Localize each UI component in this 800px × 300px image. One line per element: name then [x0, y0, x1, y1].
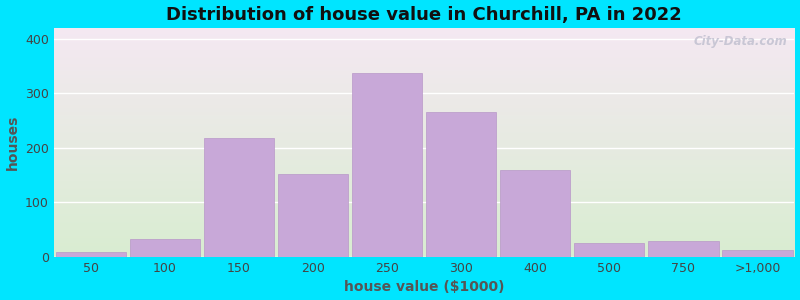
- Bar: [426, 112, 496, 257]
- X-axis label: house value ($1000): house value ($1000): [344, 280, 504, 294]
- Title: Distribution of house value in Churchill, PA in 2022: Distribution of house value in Churchill…: [166, 6, 682, 24]
- Bar: [500, 170, 570, 257]
- Bar: [56, 252, 126, 257]
- Y-axis label: houses: houses: [6, 115, 19, 170]
- Bar: [204, 138, 274, 257]
- Bar: [278, 174, 348, 257]
- Bar: [722, 250, 793, 257]
- Bar: [352, 73, 422, 257]
- Bar: [648, 241, 718, 257]
- Bar: [574, 243, 645, 257]
- Text: City-Data.com: City-Data.com: [694, 35, 787, 48]
- Bar: [130, 239, 200, 257]
